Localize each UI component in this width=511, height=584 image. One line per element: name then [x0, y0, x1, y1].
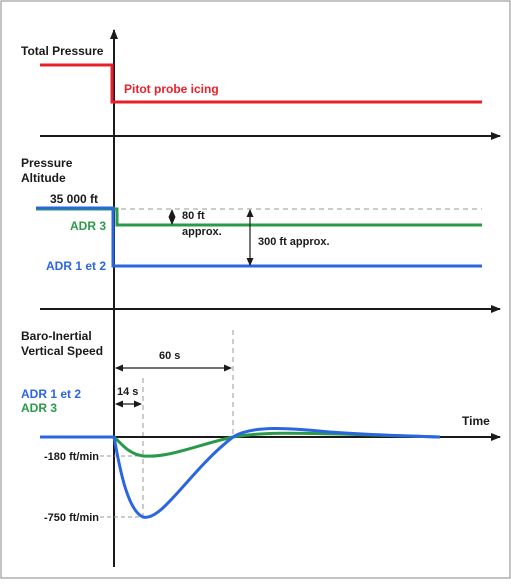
- adr3-altitude-label: ADR 3: [70, 219, 106, 233]
- small-delta-value: 80 ft: [182, 210, 205, 222]
- fourteen-second-label: 14 s: [117, 386, 138, 398]
- time-axis-label: Time: [462, 414, 490, 428]
- initial-altitude-label: 35 000 ft: [50, 192, 98, 206]
- adr12-altitude-label: ADR 1 et 2: [46, 259, 106, 273]
- pressure-altitude-title-line1: Pressure: [21, 156, 73, 170]
- total-pressure-line: [40, 63, 482, 104]
- adr12-altitude-line: [36, 206, 482, 268]
- total-pressure-title: Total Pressure: [21, 44, 104, 58]
- pressure-altitude-title-line2: Altitude: [21, 171, 66, 185]
- small-delta-approx: approx.: [182, 226, 222, 238]
- blue-minimum-label: -750 ft/min: [44, 512, 99, 524]
- large-delta-label: 300 ft approx.: [258, 236, 330, 248]
- vertical-speed-title-line2: Vertical Speed: [21, 344, 103, 358]
- adr12-vertical-speed-curve: [40, 426, 441, 519]
- legend-adr12: ADR 1 et 2: [21, 387, 81, 401]
- green-minimum-label: -180 ft/min: [44, 451, 99, 463]
- legend-adr3: ADR 3: [21, 401, 57, 415]
- vertical-speed-title-line1: Baro-Inertial: [21, 329, 92, 343]
- sixty-second-label: 60 s: [159, 350, 180, 362]
- pitot-icing-label: Pitot probe icing: [124, 82, 219, 96]
